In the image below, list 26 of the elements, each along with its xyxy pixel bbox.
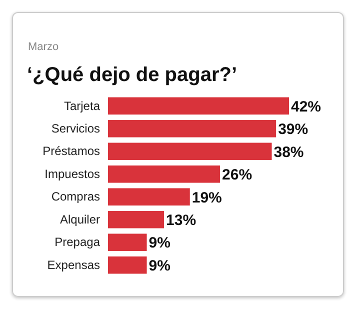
data-label: 13% — [166, 212, 196, 230]
data-label: 9% — [148, 257, 170, 274]
bar — [108, 97, 289, 115]
bar — [108, 165, 220, 183]
y-tick-label: Impuestos — [44, 166, 100, 181]
bar — [108, 120, 276, 138]
bar — [108, 234, 147, 251]
bar — [108, 142, 272, 160]
bar — [108, 256, 147, 274]
data-label: 42% — [291, 98, 322, 116]
y-tick-label: Compras — [51, 190, 100, 204]
y-tick-label: Préstamos — [42, 144, 100, 158]
chart-subtitle: Marzo — [28, 41, 59, 53]
bar — [108, 188, 190, 206]
y-tick-label: Expensas — [47, 258, 100, 272]
y-tick-label: Prepaga — [54, 235, 100, 250]
data-label: 38% — [274, 144, 304, 161]
y-tick-label: Tarjeta — [64, 98, 100, 113]
bar — [108, 210, 164, 228]
data-label: 9% — [148, 234, 170, 252]
y-tick-label: Servicios — [51, 121, 100, 136]
data-label: 39% — [278, 121, 308, 138]
data-label: 26% — [222, 166, 252, 184]
y-tick-label: Alquiler — [60, 212, 100, 226]
data-label: 19% — [192, 189, 222, 206]
chart-title: ‘¿Qué dejo de pagar?’ — [27, 64, 238, 86]
